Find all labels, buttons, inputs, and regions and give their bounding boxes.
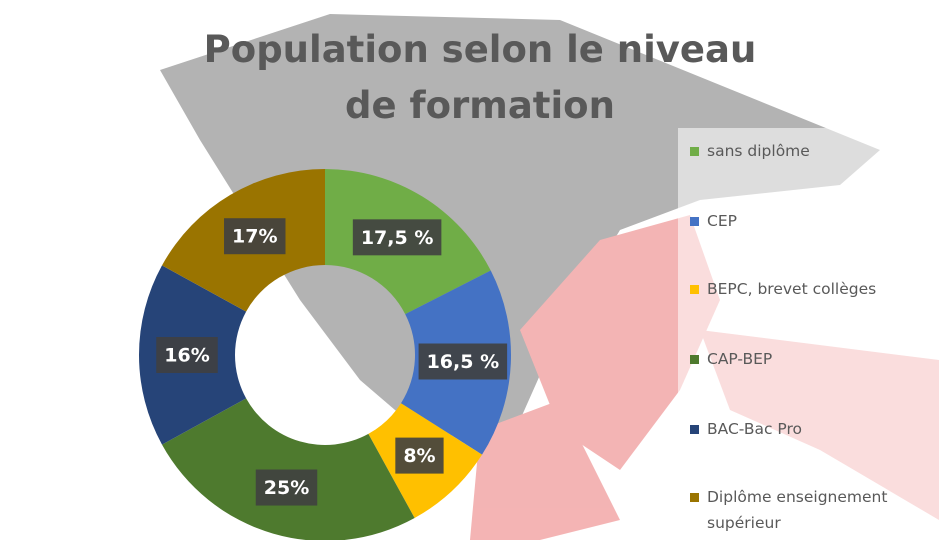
data-label-box <box>418 343 508 380</box>
data-label-box <box>395 437 444 474</box>
cap-shape <box>160 14 880 440</box>
legend-entry: CEP <box>690 208 939 234</box>
ribbon-end <box>470 400 620 540</box>
legend-swatch <box>690 493 699 502</box>
legend-label: sans diplôme <box>707 142 810 160</box>
data-label: 16% <box>164 345 209 367</box>
legend: sans diplôme CEP BEPC, brevet collèges CAP-… <box>678 128 939 540</box>
data-label: 25% <box>264 477 309 499</box>
data-label: 17% <box>232 226 277 248</box>
legend-swatch <box>690 425 699 434</box>
legend-entry: Diplôme enseignement supérieur <box>690 484 939 536</box>
data-labels: 17,5 % 16,5 % 8% 25% 16% 17% <box>156 218 508 506</box>
legend-label: BAC-Bac Pro <box>707 420 802 438</box>
legend-label: CEP <box>707 212 737 230</box>
legend-entry: sans diplôme <box>690 138 939 164</box>
legend-swatch <box>690 147 699 156</box>
data-label-box <box>224 218 286 255</box>
data-label: 8% <box>403 445 435 467</box>
data-label: 17,5 % <box>361 227 434 249</box>
legend-swatch <box>690 355 699 364</box>
data-label: 16,5 % <box>427 351 500 373</box>
legend-label: CAP-BEP <box>707 350 773 368</box>
data-label-box <box>352 219 442 256</box>
legend-swatch <box>690 217 699 226</box>
data-label-box <box>255 469 318 506</box>
legend-entry: CAP-BEP <box>690 346 939 372</box>
ribbon-shape <box>520 215 720 470</box>
legend-entry: BEPC, brevet collèges <box>690 276 939 302</box>
data-label-box <box>156 337 218 373</box>
donut-slice <box>162 398 415 540</box>
legend-label: BEPC, brevet collèges <box>707 280 877 298</box>
legend-entry: BAC-Bac Pro <box>690 416 939 442</box>
legend-label: Diplôme enseignement supérieur <box>707 488 888 532</box>
legend-swatch <box>690 285 699 294</box>
chart-title: Population selon le niveau de formation <box>203 28 757 127</box>
